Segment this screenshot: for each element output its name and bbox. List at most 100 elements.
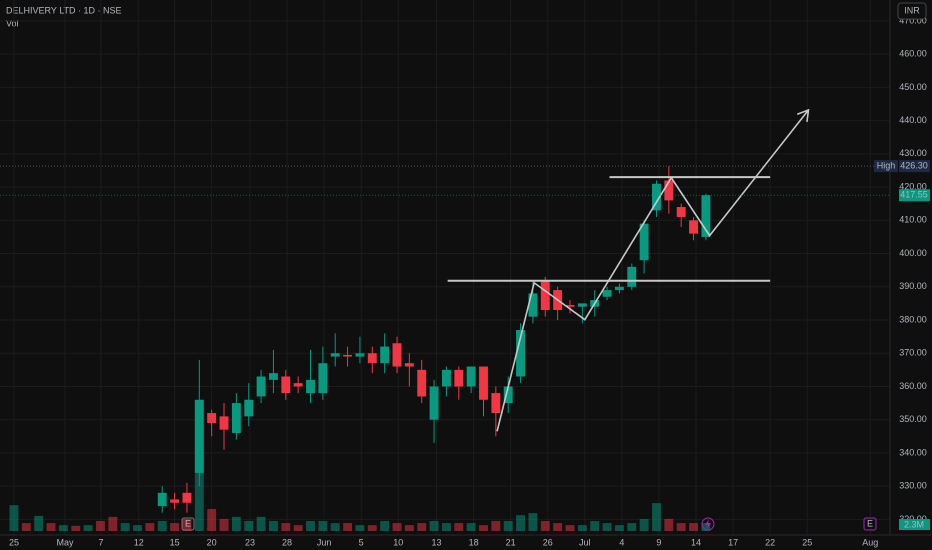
volume-bar <box>71 525 81 531</box>
earnings-marker: E <box>185 518 191 528</box>
volume-bar <box>441 523 451 531</box>
last-price-tag <box>899 189 930 202</box>
volume-bar <box>614 525 624 531</box>
volume-bar <box>157 521 167 531</box>
high-name: High <box>877 161 896 171</box>
candle-body <box>170 499 180 503</box>
candle-body <box>429 386 439 420</box>
volume-bar <box>380 521 390 531</box>
x-tick-label: 4 <box>619 537 624 547</box>
volume-bar <box>281 523 291 531</box>
candle-body <box>281 376 291 394</box>
candle-body <box>182 492 192 503</box>
candle-body <box>330 353 340 357</box>
high-price: 426.30 <box>900 161 928 171</box>
y-tick-label: 440.00 <box>899 115 927 125</box>
volume-bar <box>9 505 19 531</box>
volume-bar <box>306 521 315 531</box>
volume-bar <box>83 525 93 531</box>
candle-body <box>367 353 377 364</box>
candle-body <box>652 183 661 211</box>
volume-bar <box>602 523 612 531</box>
candle-body <box>318 363 328 394</box>
candle-body <box>380 346 390 364</box>
y-tick-label: 370.00 <box>899 348 927 358</box>
currency-label: INR <box>904 5 920 15</box>
candle-body <box>466 366 476 387</box>
x-tick-label: 15 <box>170 537 180 547</box>
x-tick-label: 25 <box>802 537 812 547</box>
volume-bar <box>689 523 698 531</box>
y-tick-label: 410.00 <box>899 215 927 225</box>
candle-body <box>701 195 711 237</box>
candle-body <box>639 223 649 261</box>
candle-body <box>614 286 624 291</box>
candle-body <box>627 266 637 287</box>
volume-bar <box>367 525 377 531</box>
volume-bar <box>577 525 587 531</box>
y-tick-label: 430.00 <box>899 148 927 158</box>
candle-body <box>306 379 315 394</box>
candle-body <box>194 399 204 473</box>
volume-bar <box>21 523 31 531</box>
x-tick-label: Aug <box>862 537 878 547</box>
currency-button[interactable]: INR <box>897 2 927 20</box>
y-tick-label: 350.00 <box>899 414 927 424</box>
candle-body <box>689 220 698 234</box>
volume-title: Vol <box>6 18 19 28</box>
x-tick-label: Jun <box>317 537 332 547</box>
volume-bar <box>355 525 365 531</box>
volume-bar <box>540 521 550 531</box>
earnings-marker: E <box>867 518 873 528</box>
volume-bar <box>207 508 217 531</box>
candle-body <box>454 369 464 387</box>
candle-body <box>528 293 538 317</box>
candle-body <box>256 376 266 397</box>
volume-bar <box>404 525 414 531</box>
high-name-tag <box>874 160 898 173</box>
candle-body <box>503 386 513 404</box>
volume-bar <box>491 521 501 531</box>
candle-body <box>664 180 674 201</box>
x-tick-label: 21 <box>506 537 516 547</box>
candle-body <box>417 369 427 397</box>
candle-body <box>540 280 550 311</box>
candle-body <box>244 399 254 417</box>
volume-bar <box>528 513 538 531</box>
volume-bar <box>627 523 637 531</box>
y-tick-label: 420.00 <box>899 181 927 191</box>
x-tick-label: 9 <box>656 537 661 547</box>
y-tick-label: 450.00 <box>899 82 927 92</box>
volume-bar <box>516 515 526 531</box>
candle-body <box>355 353 365 357</box>
volume-bar <box>553 523 563 531</box>
candle-body <box>516 329 526 377</box>
candle-body <box>268 373 278 380</box>
volume-bar <box>676 523 686 531</box>
volume-bar <box>46 523 56 531</box>
volume-bar <box>120 523 130 531</box>
volume-bar <box>479 525 488 531</box>
volume-bar <box>590 521 600 531</box>
volume-bar <box>701 523 711 531</box>
candle-body <box>491 393 501 414</box>
volume-bar <box>34 515 44 531</box>
volume-bar <box>182 518 192 531</box>
volume-bar <box>231 516 241 531</box>
x-tick-label: 26 <box>543 537 553 547</box>
volume-bar <box>96 521 105 531</box>
candle-body <box>157 492 167 507</box>
volume-bar <box>108 516 118 531</box>
y-tick-label: 360.00 <box>899 381 927 391</box>
earnings-icon <box>863 517 877 531</box>
y-tick-label: 400.00 <box>899 248 927 258</box>
candle-body <box>404 363 414 367</box>
volume-bar <box>639 518 649 531</box>
y-tick-label: 390.00 <box>899 281 927 291</box>
last-price: 417.55 <box>900 190 928 200</box>
dividend-bolt <box>705 519 711 529</box>
volume-bar <box>293 525 303 531</box>
volume-bar <box>466 523 476 531</box>
currency-button-box <box>897 2 927 20</box>
volume-bar <box>429 521 439 531</box>
